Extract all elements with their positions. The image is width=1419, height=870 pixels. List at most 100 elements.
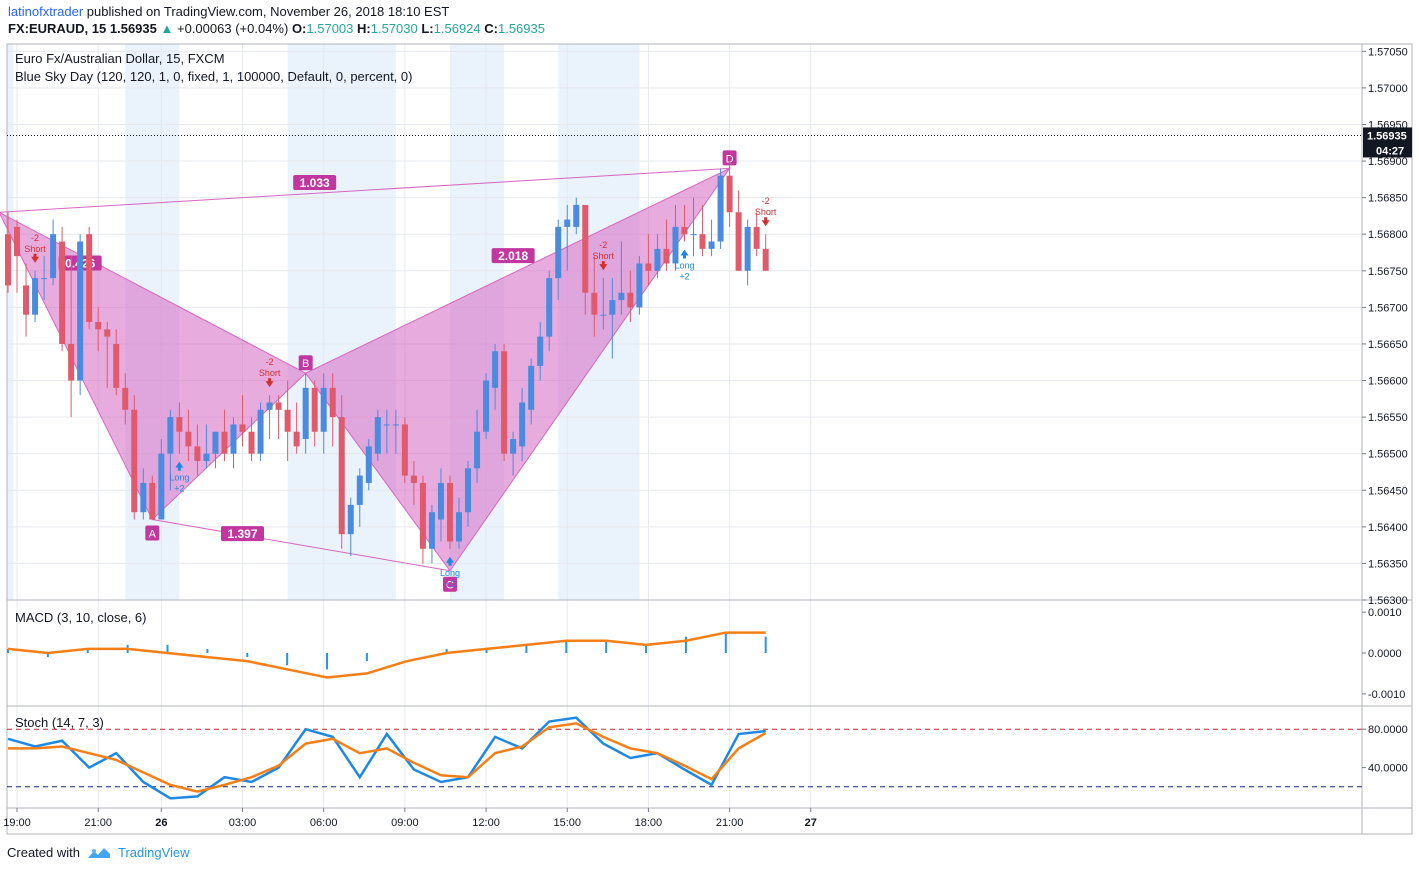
candle-down (239, 424, 246, 432)
candle-down (582, 204, 589, 293)
stoch-legend[interactable]: Stoch (14, 7, 3) (15, 715, 104, 730)
time-axis[interactable]: 19:00 21:00 26 03:00 06:00 09:00 12:00 15:00 18:… (3, 808, 817, 829)
candle-down (338, 417, 345, 535)
price-tick-label: 1.56500 (1368, 449, 1408, 461)
long-arrow-icon (680, 249, 689, 259)
time-tick-label: 19:00 (3, 817, 31, 829)
pattern-point-badge (442, 576, 457, 592)
candle-up (437, 482, 444, 520)
tradingview-brand-link[interactable]: TradingView (117, 845, 190, 860)
signal-label-text: Short (259, 368, 281, 378)
stoch-d-line (8, 722, 767, 793)
macd-signal-line (7, 631, 766, 679)
price-axis[interactable]: 1.570501.570001.569501.569001.568501.568… (1362, 46, 1408, 607)
candle-up (365, 446, 372, 483)
open-label: O: (291, 21, 307, 36)
chart-title-legend[interactable]: Euro Fx/Australian Dollar, 15, FXCM (15, 51, 225, 66)
countdown-text: 04:27 (1376, 145, 1404, 157)
candle-up (519, 402, 526, 447)
published-text: published on TradingView.com, November 2… (86, 4, 450, 19)
open-value: 1.57003 (306, 21, 354, 36)
indicator-legend[interactable]: Blue Sky Day (120, 120, 1, 0, fixed, 1, … (15, 69, 412, 84)
candle-up (618, 292, 625, 301)
pattern-bcd-triangle (304, 167, 732, 572)
high-value: 1.57030 (370, 21, 418, 36)
pattern-point-badge (145, 525, 160, 541)
candle-up (77, 241, 84, 381)
candle-down (591, 292, 598, 315)
macd-legend[interactable]: MACD (3, 10, close, 6) (15, 610, 147, 625)
candle-down (23, 285, 30, 315)
time-tick-label: 15:00 (553, 817, 581, 829)
signal-label-text: Short (24, 244, 46, 254)
candle-up (167, 417, 174, 454)
candle-down (221, 431, 228, 454)
candle-up (474, 431, 481, 469)
pattern-point-label: C (446, 580, 454, 592)
pattern-ratio-label: 1.033 (300, 176, 330, 190)
pattern-ratio-badge (293, 175, 337, 190)
candle-up (636, 263, 643, 308)
pattern-point-label: D (726, 153, 734, 165)
candle-down (185, 431, 192, 447)
candle-down (501, 351, 508, 454)
price-tick-label: 1.56600 (1368, 376, 1408, 388)
symbol-label[interactable]: FX:EURAUD, 15 (8, 21, 107, 36)
candle-down (284, 409, 291, 432)
candle-up (528, 365, 535, 410)
signal-label-text: Long (674, 261, 694, 271)
change-value: +0.00063 (+0.04%) (177, 21, 289, 36)
pattern-point-badge (722, 150, 737, 166)
candle-up (41, 278, 48, 280)
footer: Created with TradingView (7, 845, 190, 860)
candle-up (672, 226, 679, 264)
chart-frame (6, 43, 1413, 835)
signal-size-text: -2 (31, 233, 39, 243)
candle-up (654, 248, 661, 271)
time-tick-label: 21:00 (716, 817, 744, 829)
stoch-panel: 80.0000 40.0000 (7, 716, 1408, 800)
low-label: L: (421, 21, 434, 36)
candle-up (483, 380, 490, 432)
candle-up (374, 417, 381, 454)
time-tick-label: 12:00 (472, 817, 500, 829)
candle-up (600, 314, 607, 316)
pattern-ratio-badge (221, 526, 265, 542)
macd-tick-label: -0.0010 (1368, 689, 1405, 701)
candle-down (176, 417, 183, 432)
quote-line: FX:EURAUD, 15 1.56935 ▲ +0.00063 (+0.04%… (8, 21, 545, 36)
price-tick-label: 1.57000 (1368, 83, 1408, 95)
candle-up (320, 387, 327, 432)
signal-label-text: Short (593, 251, 615, 261)
candle-down (762, 248, 769, 271)
candle-up (257, 409, 264, 454)
candle-down (95, 322, 102, 330)
candle-up (546, 278, 553, 337)
macd-tick-label: 0.0000 (1368, 648, 1402, 660)
time-tick-label: 06:00 (310, 817, 338, 829)
pattern-ratio-label: 2.018 (498, 249, 528, 263)
candle-down (248, 431, 255, 454)
pattern-point-label: B (302, 358, 309, 370)
macd-tick-label: 0.0010 (1368, 607, 1402, 619)
candle-down (699, 234, 706, 249)
price-tick-label: 1.56900 (1368, 156, 1408, 168)
pattern-point-label: A (149, 529, 157, 541)
candle-down (627, 292, 634, 308)
time-tick-label: 21:00 (84, 817, 112, 829)
candle-up (230, 424, 237, 454)
short-arrow-icon (761, 217, 770, 227)
candle-down (293, 431, 300, 447)
candle-down (311, 387, 318, 432)
price-tick-label: 1.56650 (1368, 339, 1408, 351)
candle-down (14, 226, 21, 257)
publisher-user-link[interactable]: latinofxtrader (8, 4, 84, 19)
time-tick-label: 03:00 (229, 817, 257, 829)
price-tick-label: 1.56450 (1368, 485, 1408, 497)
price-tick-label: 1.56350 (1368, 558, 1408, 570)
candle-up (690, 234, 697, 236)
change-up-icon: ▲ (160, 21, 174, 36)
candle-down (68, 343, 75, 381)
price-tick-label: 1.56300 (1368, 595, 1408, 607)
